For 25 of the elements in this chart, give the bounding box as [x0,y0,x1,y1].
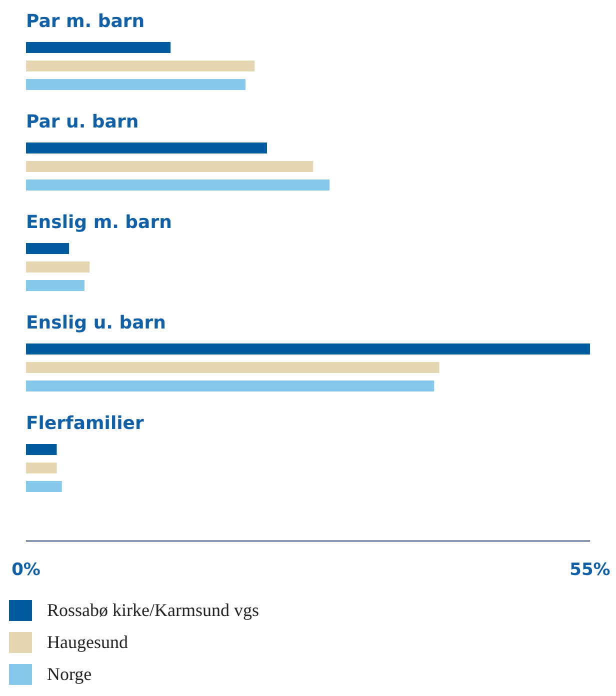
bar [26,344,590,354]
bar [26,462,57,474]
y-tick-label: Par m. barn [26,11,145,32]
bar [26,262,90,272]
legend-label: Norge [47,664,92,684]
legend-label: Rossabø kirke/Karmsund vgs [47,600,259,620]
y-tick-label: Enslig m. barn [26,212,172,233]
bar [26,79,246,90]
bar [26,444,57,455]
y-tick-label: Enslig u. barn [26,312,166,334]
bar [26,161,314,172]
bar [26,481,62,492]
bar [26,42,171,53]
y-tick-label: Flerfamilier [26,413,144,434]
bar [26,60,255,72]
bar [26,180,330,190]
legend-label: Haugesund [47,632,128,652]
bar [26,380,434,392]
y-tick-label: Par u. barn [26,112,139,132]
x-tick-label: 55% [570,560,610,580]
x-tick-label: 0% [12,560,40,580]
bar [26,142,267,154]
bar [26,243,70,254]
bar [26,280,84,291]
bar [26,362,440,373]
